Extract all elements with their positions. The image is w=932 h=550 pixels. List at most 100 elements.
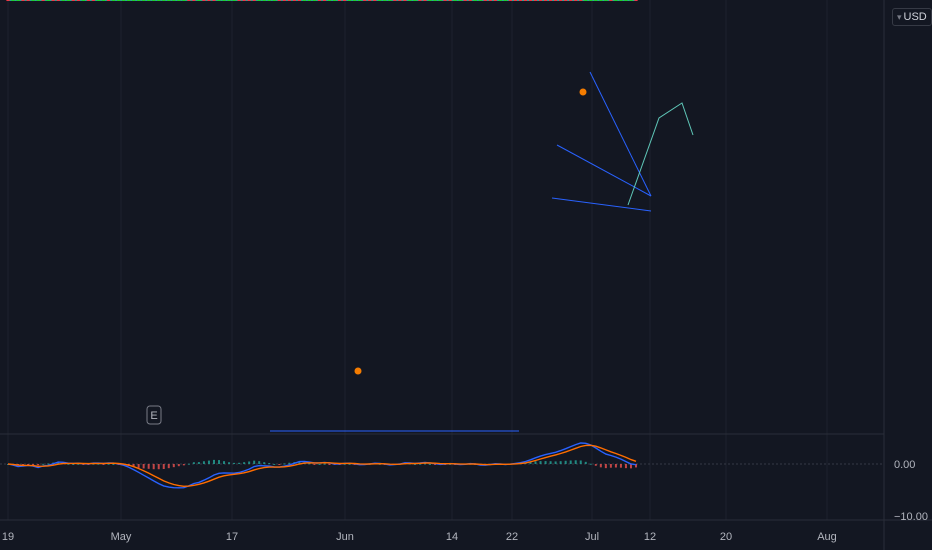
macd-histogram-bar (609, 464, 612, 468)
candle-body (348, 0, 352, 1)
candle-body (378, 0, 382, 1)
macd-histogram-bar (202, 461, 205, 464)
candle-body (418, 0, 422, 1)
candle-body (629, 0, 633, 1)
price-axis[interactable]: 210.00205.00200.00195.00190.00185.00180.… (894, 0, 928, 523)
candle-body (574, 0, 578, 1)
candle-body (538, 0, 543, 1)
candle-body (528, 0, 533, 1)
candle-body (292, 0, 296, 1)
time-tick-label: Aug (817, 531, 837, 543)
candle-body (388, 0, 392, 1)
time-tick-label: Jul (585, 531, 599, 543)
time-tick-label: 14 (446, 531, 458, 543)
candle-body (247, 0, 251, 1)
macd-histogram-bar (263, 462, 266, 464)
macd-histogram-bar (559, 461, 562, 464)
macd-histogram-bar (97, 463, 100, 465)
indicator-tick-label: −10.00 (894, 511, 928, 523)
macd-histogram-bar (223, 461, 226, 464)
candle-body (96, 0, 101, 1)
candle-body (458, 0, 462, 1)
macd-histogram-bar (534, 461, 537, 464)
macd-histogram-bar (253, 460, 256, 464)
time-tick-label: 19 (2, 531, 14, 543)
candle-body (197, 0, 201, 1)
macd-histogram-bar (182, 464, 185, 466)
candle-body (554, 0, 558, 1)
macd-histogram-bar (544, 461, 547, 464)
macd-histogram-bar (77, 463, 80, 465)
macd-histogram-bar (228, 462, 231, 464)
earnings-marker[interactable]: E (146, 405, 162, 425)
macd-histogram-bar (318, 463, 321, 465)
candle-body (463, 0, 467, 1)
candle-body (257, 0, 261, 1)
macd-histogram-bar (589, 463, 592, 465)
projection-arrow (627, 102, 694, 206)
chevron-down-icon: ▾ (897, 12, 902, 22)
candle-body (634, 0, 638, 1)
candle-body (332, 0, 337, 1)
wedge-upper-line (556, 144, 652, 197)
candle-body (172, 0, 176, 1)
candle-body (207, 0, 211, 1)
macd-histogram-bar (192, 462, 195, 464)
candle-body (322, 0, 327, 1)
candle-body (438, 0, 442, 1)
candle-body (142, 0, 146, 1)
macd-histogram-bar (539, 461, 542, 464)
macd-histogram-bar (162, 464, 165, 470)
chart-drawings (270, 71, 694, 432)
candle-body (614, 0, 618, 1)
candle-body (498, 0, 502, 1)
candle-body (51, 0, 55, 1)
candle-body (453, 0, 457, 1)
candle-body (101, 0, 106, 1)
candle-body (604, 0, 608, 1)
candle-body (152, 0, 156, 1)
candle-body (584, 0, 588, 1)
candle-body (121, 0, 126, 1)
candle-body (337, 0, 342, 1)
macd-histogram-bar (187, 463, 190, 465)
macd-histogram-bar (102, 464, 105, 465)
macd-histogram-bar (107, 463, 110, 465)
macd-histogram-bar (529, 461, 532, 464)
macd-histogram-bar (313, 464, 316, 465)
candle-body (252, 0, 256, 1)
candle-body (157, 0, 161, 1)
candle-body (111, 0, 116, 1)
time-tick-label: 12 (644, 531, 656, 543)
candle-body (423, 0, 427, 1)
time-axis[interactable]: 19 May 17 Jun 14 22 Jul 12 20 Aug (2, 531, 837, 543)
macd-histogram-bar (283, 463, 286, 465)
macd-histogram-bar (72, 463, 75, 465)
macd-histogram-bar (423, 463, 426, 465)
candle-body (56, 0, 60, 1)
time-tick-label: 22 (506, 531, 518, 543)
macd-histogram-bar (619, 464, 622, 468)
macd-histogram-bar (569, 460, 572, 464)
candle-body (343, 0, 347, 1)
candle-body (468, 0, 472, 1)
macd-histogram-bar (157, 464, 160, 470)
candle-body (327, 0, 332, 1)
macd-histogram-bar (418, 463, 421, 465)
macd-histogram-bar (47, 463, 50, 465)
candle-body (192, 0, 196, 1)
macd-histogram-bar (233, 462, 236, 464)
currency-selector[interactable]: ▾ USD (892, 8, 932, 26)
candle-body (202, 0, 206, 1)
candle-body (46, 0, 50, 1)
candle-body (393, 0, 397, 1)
macd-histogram-bar (238, 462, 241, 464)
candle-body (287, 0, 291, 1)
candle-body (31, 0, 35, 1)
macd-histogram-bar (258, 461, 261, 464)
candle-body (6, 0, 10, 1)
candle-body (267, 0, 271, 1)
macd-histogram-bar (413, 463, 416, 465)
candle-body (624, 0, 628, 1)
